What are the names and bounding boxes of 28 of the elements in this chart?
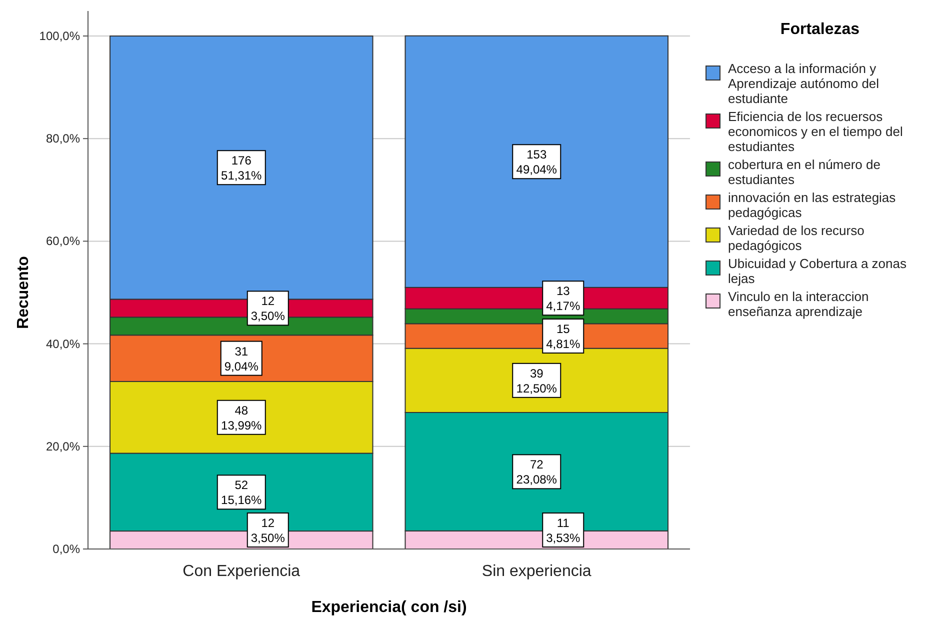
data-label: 52 15,16% xyxy=(221,478,262,508)
y-tick-label: 20,0% xyxy=(46,439,80,454)
data-label: 15 4,81% xyxy=(546,322,580,352)
x-tick-label: Sin experiencia xyxy=(482,563,592,580)
x-tick-label: Con Experiencia xyxy=(182,563,300,580)
y-axis-title: Recuento xyxy=(15,256,32,329)
data-label: 39 12,50% xyxy=(516,366,558,396)
y-tick-label: 100,0% xyxy=(39,29,80,43)
legend-label: Ubicuidad y Cobertura a zonas lejas xyxy=(728,256,907,286)
data-label: 72 23,08% xyxy=(516,458,558,487)
data-label: 48 13,99% xyxy=(221,403,262,432)
legend-label: innovación en las estrategias pedagógicas xyxy=(728,190,896,220)
y-tick-label: 0,0% xyxy=(52,542,80,556)
y-tick-label: 60,0% xyxy=(46,234,80,248)
y-tick-label: 80,0% xyxy=(46,132,80,146)
data-label: 13 4,17% xyxy=(546,284,580,314)
data-label: 153 49,04% xyxy=(516,148,558,177)
legend-label: Acceso a la información y Aprendizaje autónomo del estudiante xyxy=(728,61,880,106)
data-label: 11 3,53% xyxy=(546,516,580,545)
x-axis-title: Experiencia( con /si) xyxy=(311,599,467,616)
y-tick-label: 40,0% xyxy=(46,336,80,351)
data-label: 176 51,31% xyxy=(221,154,262,183)
legend-label: Vinculo en la interaccion enseñanza aprendizaje xyxy=(728,289,869,319)
data-label: 12 3,50% xyxy=(250,294,286,324)
legend-label: Variedad de los recurso pedagógicos xyxy=(728,223,864,253)
legend-title: Fortalezas xyxy=(780,21,860,38)
data-label: 12 3,50% xyxy=(250,516,286,545)
data-label: 31 9,04% xyxy=(224,344,259,374)
